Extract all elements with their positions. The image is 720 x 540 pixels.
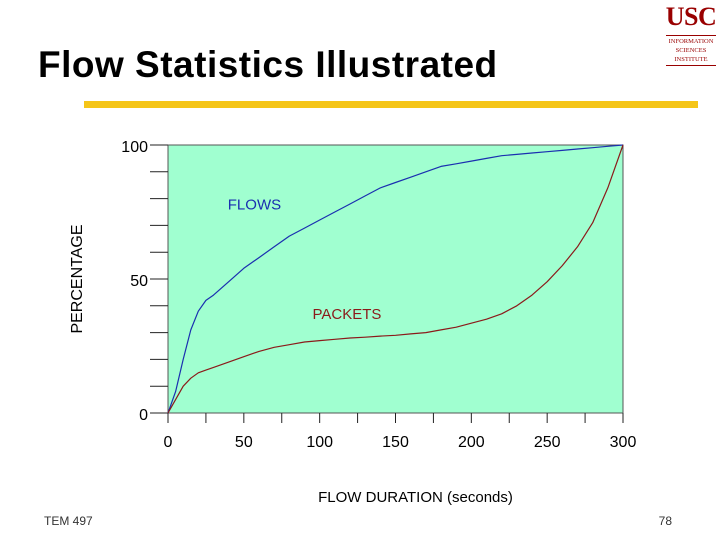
plot-area [167, 144, 624, 414]
series-label-flows: FLOWS [228, 196, 281, 213]
logo-divider [666, 35, 716, 36]
x-tick-label: 100 [306, 434, 333, 451]
logo-line-1: INFORMATION [668, 38, 714, 45]
x-tick-label: 300 [610, 434, 637, 451]
y-tick-label: 0 [139, 407, 148, 424]
series-line-packets [167, 144, 624, 414]
logo-line-3: INSTITUTE [674, 56, 708, 63]
slide-title: Flow Statistics Illustrated [38, 44, 498, 85]
x-tick-label: 0 [164, 434, 173, 451]
x-tick-label: 200 [458, 434, 485, 451]
x-axis-title: FLOW DURATION (seconds) [318, 489, 513, 506]
usc-isi-logo: USC INFORMATION SCIENCES INSTITUTE [662, 2, 720, 92]
series-line-flows [167, 144, 624, 414]
title-underline [84, 101, 698, 108]
x-tick-label: 150 [382, 434, 409, 451]
y-tick-label: 100 [121, 139, 148, 156]
y-tick-label: 50 [130, 273, 148, 290]
x-tick-label: 50 [235, 434, 253, 451]
logo-wordmark: USC [665, 2, 717, 31]
page-number: 78 [658, 514, 672, 528]
footer-course: TEM 497 [44, 514, 93, 528]
x-tick-label: 250 [534, 434, 561, 451]
series-label-packets: PACKETS [313, 306, 382, 323]
logo-line-2: SCIENCES [675, 47, 707, 54]
y-axis-title: PERCENTAGE [69, 224, 86, 333]
logo-divider-bottom [666, 65, 716, 66]
